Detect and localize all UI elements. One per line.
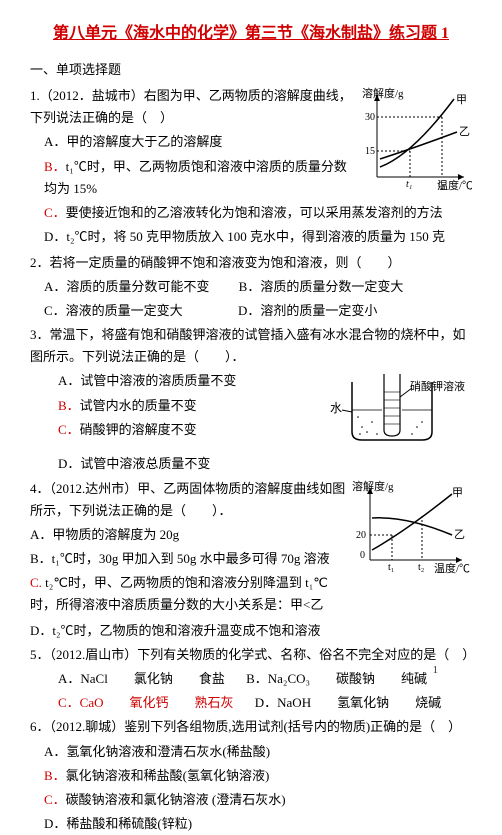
page-title: 第八单元《海水中的化学》第三节《海水制盐》练习题 1 — [30, 20, 472, 47]
q6-b: B．氯化钠溶液和稀盐酸(氢氧化钠溶液) — [30, 765, 472, 787]
q6-a: A．氢氧化钠溶液和澄清石灰水(稀盐酸) — [30, 741, 472, 763]
q5-d: D．NaOH 氢氧化钠 烧碱 — [255, 692, 441, 714]
q4-chart: 溶解度/g 温度/℃ 20 0 t₁ t₂ 甲 乙 — [352, 480, 472, 575]
q2-c: C．溶液的质量一定变大 — [44, 303, 183, 318]
q1-b-text: t₁℃时，甲、乙两物质饱和溶液中溶质的质量分数均为 15% — [44, 159, 347, 196]
svg-text:15: 15 — [365, 146, 375, 157]
svg-text:甲: 甲 — [456, 94, 467, 106]
q3-b-text: 试管内水的质量不变 — [80, 398, 197, 413]
q1-c: C．要使接近饱和的乙溶液转化为饱和溶液，可以采用蒸发溶剂的方法 — [30, 202, 472, 224]
svg-text:t₁: t₁ — [406, 179, 412, 190]
q2-d: D．溶剂的质量一定变小 — [238, 303, 377, 318]
q6-c: C．碳酸钠溶液和氯化钠溶液 (澄清石灰水) — [30, 789, 472, 811]
svg-text:溶解度/g: 溶解度/g — [352, 480, 394, 493]
q2-options-row2: C．溶液的质量一定变大 D．溶剂的质量一定变小 — [30, 300, 472, 322]
svg-text:温度/℃: 温度/℃ — [434, 561, 470, 575]
svg-text:乙: 乙 — [454, 528, 465, 541]
q3-d: D．试管中溶液总质量不变 — [30, 453, 472, 475]
svg-text:30: 30 — [365, 112, 375, 123]
q3-c-prefix: C． — [58, 422, 80, 437]
q6-b-prefix: B． — [44, 768, 66, 783]
q5-row2: C．CaO 氧化钙 熟石灰 D．NaOH 氢氧化钠 烧碱 — [30, 692, 472, 714]
svg-text:乙: 乙 — [459, 125, 470, 138]
q6-c-prefix: C． — [44, 792, 66, 807]
q2-a: A．溶质的质量分数可能不变 — [44, 279, 209, 294]
q3-water-label: 水 — [330, 401, 342, 415]
q4-c: C. t₂℃时，甲、乙两物质的饱和溶液分别降温到 t₁℃时，所得溶液中溶质质量分… — [30, 572, 472, 616]
q3-stem: 3．常温下，将盛有饱和硝酸钾溶液的试管插入盛有冰水混合物的烧杯中，如图所示。下列… — [30, 324, 472, 368]
q1-chart: 溶解度/g 温度/℃ 15 30 t₁ t₂ 甲 乙 — [362, 87, 472, 192]
q6-b-text: 氯化钠溶液和稀盐酸(氢氧化钠溶液) — [66, 768, 270, 783]
q1-d: D．t₂℃时，将 50 克甲物质放入 100 克水中，得到溶液的质量为 150 … — [30, 226, 472, 248]
q4-d: D．t₂℃时，乙物质的饱和溶液升温变成不饱和溶液 — [30, 620, 472, 642]
q5-stem: 5．（2012.眉山市）下列有关物质的化学式、名称、俗名不完全对应的是（ ） — [30, 644, 472, 666]
q2-stem: 2．若将一定质量的硝酸钾不饱和溶液变为饱和溶液，则（ ） — [30, 252, 472, 274]
page-number: 1 — [433, 661, 439, 680]
q5-b: B．Na₂CO₃ 碳酸钠 纯碱 — [246, 668, 427, 690]
q2-options-row1: A．溶质的质量分数可能不变 B．溶质的质量分数一定变大 — [30, 276, 472, 298]
svg-text:t₂: t₂ — [438, 179, 445, 190]
q5-c: C．CaO 氧化钙 熟石灰 — [58, 692, 234, 714]
q3-c-text: 硝酸钾的溶解度不变 — [80, 422, 197, 437]
q5-a: A．NaCl 氯化钠 食盐 — [58, 668, 225, 690]
section-heading: 一、单项选择题 — [30, 59, 472, 81]
svg-text:0: 0 — [360, 550, 365, 561]
q5-row1: A．NaCl 氯化钠 食盐 B．Na₂CO₃ 碳酸钠 纯碱 — [30, 668, 472, 690]
svg-text:20: 20 — [356, 530, 366, 541]
svg-text:t₂: t₂ — [418, 562, 424, 573]
q1-c-text: 要使接近饱和的乙溶液转化为饱和溶液，可以采用蒸发溶剂的方法 — [66, 205, 443, 220]
q3-b-prefix: B． — [58, 398, 80, 413]
q1-c-prefix: C． — [44, 205, 66, 220]
q4-c-text: t₂℃时，甲、乙两物质的饱和溶液分别降温到 t₁℃时，所得溶液中溶质质量分数的大… — [30, 575, 328, 612]
q2-b: B．溶质的质量分数一定变大 — [239, 279, 404, 294]
q1-b-prefix: B． — [44, 159, 66, 174]
q6-c-text: 碳酸钠溶液和氯化钠溶液 (澄清石灰水) — [66, 792, 286, 807]
q3-diagram: 水 硝酸钾溶液 — [322, 372, 472, 447]
q6-d: D．稀盐酸和稀硫酸(锌粒) — [30, 813, 472, 835]
svg-text:溶解度/g: 溶解度/g — [362, 87, 404, 100]
q3-tube-label: 硝酸钾溶液 — [410, 379, 465, 393]
q6-stem: 6．（2012.聊城）鉴别下列各组物质,选用试剂(括号内的物质)正确的是（ ） — [30, 716, 472, 738]
svg-text:t₁: t₁ — [388, 562, 394, 573]
svg-text:甲: 甲 — [452, 487, 463, 499]
q4-c-prefix: C. — [30, 575, 45, 590]
